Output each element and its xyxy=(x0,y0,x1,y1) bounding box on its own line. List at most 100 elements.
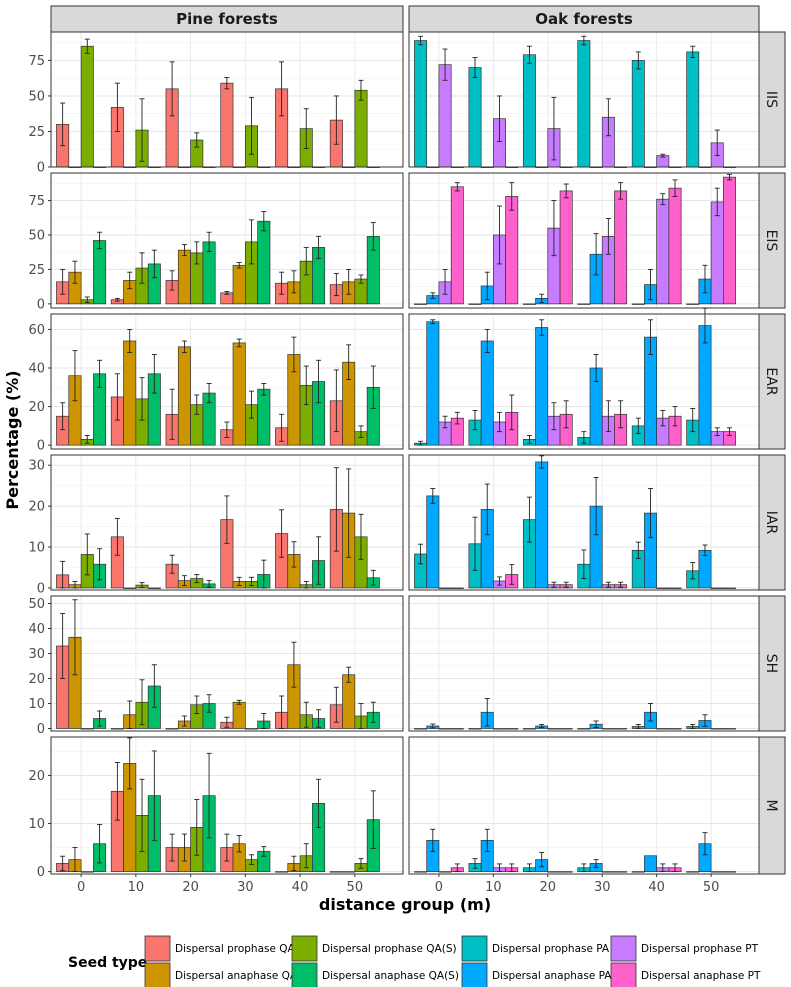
bar xyxy=(577,40,591,168)
bar xyxy=(177,346,191,446)
bar xyxy=(614,728,628,730)
bar xyxy=(232,342,246,446)
legend-label: Dispersal anaphase PA xyxy=(492,970,612,982)
y-tick-label: 0 xyxy=(37,297,45,312)
bar xyxy=(559,190,573,305)
column-strip-1 xyxy=(50,5,404,33)
y-tick-label: 10 xyxy=(28,817,45,832)
x-tick-label: 20 xyxy=(540,880,557,895)
column-strip-2 xyxy=(408,5,760,33)
x-tick-label: 40 xyxy=(292,880,309,895)
panel-border xyxy=(408,595,760,732)
y-tick-label: 20 xyxy=(28,769,45,784)
bar xyxy=(505,728,519,730)
x-tick-label: 40 xyxy=(648,880,665,895)
y-tick-label: 20 xyxy=(28,400,45,415)
legend-key xyxy=(291,962,318,987)
row-label-M: M xyxy=(763,799,779,811)
bar xyxy=(668,728,682,730)
bar xyxy=(450,186,464,305)
bar xyxy=(414,40,428,168)
bar xyxy=(698,325,712,446)
legend-key xyxy=(461,962,488,987)
row-label-EIS: EIS xyxy=(763,230,779,252)
panel-border xyxy=(50,313,404,450)
oak-panel-EIS xyxy=(408,172,760,309)
legend-label: Dispersal anaphase PT xyxy=(641,970,761,982)
pine-panel-IIS: 0 25 50 75 xyxy=(28,31,404,176)
y-axis-title: Percentage (%) xyxy=(3,370,22,509)
bar xyxy=(450,587,464,589)
y-tick-label: 40 xyxy=(28,362,45,377)
y-tick-label: 50 xyxy=(28,228,45,243)
bar xyxy=(123,587,137,589)
bar xyxy=(686,51,700,168)
panel-border xyxy=(408,736,760,875)
panel-border xyxy=(408,454,760,591)
bar xyxy=(631,60,645,168)
y-tick-label: 20 xyxy=(28,672,45,687)
x-tick-label: 20 xyxy=(182,880,199,895)
row-label-IIS: IIS xyxy=(763,91,779,108)
bar xyxy=(522,303,536,305)
legend-label: Dispersal prophase QA(S) xyxy=(322,943,457,955)
legend-key xyxy=(291,935,318,962)
y-tick-label: 50 xyxy=(28,89,45,104)
bar xyxy=(547,871,561,873)
bar xyxy=(668,587,682,589)
bar xyxy=(80,871,94,873)
row-label-SH: SH xyxy=(763,654,779,673)
y-tick-label: 50 xyxy=(28,597,45,612)
oak-panel-SH xyxy=(408,595,760,732)
bar xyxy=(468,67,482,168)
bar xyxy=(535,327,549,446)
bar xyxy=(342,871,356,873)
y-tick-label: 75 xyxy=(28,194,45,209)
x-tick-label: 10 xyxy=(128,880,145,895)
x-tick-label: 30 xyxy=(237,880,254,895)
column-title-2: Oak forests xyxy=(535,10,633,28)
y-tick-label: 0 xyxy=(37,439,45,454)
bar xyxy=(577,303,591,305)
pine-panel-SH: 0 10 20 30 40 50 xyxy=(28,595,404,737)
bar xyxy=(722,728,736,730)
bar xyxy=(414,303,428,305)
y-tick-label: 0 xyxy=(37,581,45,596)
oak-panel-IAR xyxy=(408,454,760,591)
y-tick-label: 30 xyxy=(28,459,45,474)
bar xyxy=(668,187,682,305)
bar xyxy=(505,196,519,305)
bar xyxy=(80,728,94,730)
panel-border xyxy=(50,595,404,732)
bar xyxy=(710,201,724,305)
bar xyxy=(710,728,724,730)
bar xyxy=(601,871,615,873)
bar xyxy=(177,249,191,305)
x-tick-label: 30 xyxy=(594,880,611,895)
y-tick-label: 0 xyxy=(37,161,45,176)
x-tick-label: 0 xyxy=(77,880,85,895)
bar xyxy=(601,728,615,730)
bar xyxy=(559,728,573,730)
panel-border xyxy=(50,454,404,591)
bar xyxy=(722,587,736,589)
bar xyxy=(710,871,724,873)
bar xyxy=(577,728,591,730)
pine-panel-EIS: 0 25 50 75 xyxy=(28,172,404,312)
bar xyxy=(438,587,452,589)
pine-panel-IAR: 0 10 20 30 xyxy=(28,454,404,596)
legend-key xyxy=(144,962,171,987)
bar xyxy=(559,871,573,873)
panel-border xyxy=(408,31,760,168)
x-axis-title: distance group (m) xyxy=(319,895,491,914)
y-tick-label: 30 xyxy=(28,647,45,662)
y-tick-label: 10 xyxy=(28,697,45,712)
bar xyxy=(438,728,452,730)
bar xyxy=(232,264,246,305)
bar xyxy=(644,855,658,872)
y-tick-label: 60 xyxy=(28,323,45,338)
bar xyxy=(722,176,736,305)
y-tick-label: 25 xyxy=(28,263,45,278)
panel-border xyxy=(50,31,404,168)
